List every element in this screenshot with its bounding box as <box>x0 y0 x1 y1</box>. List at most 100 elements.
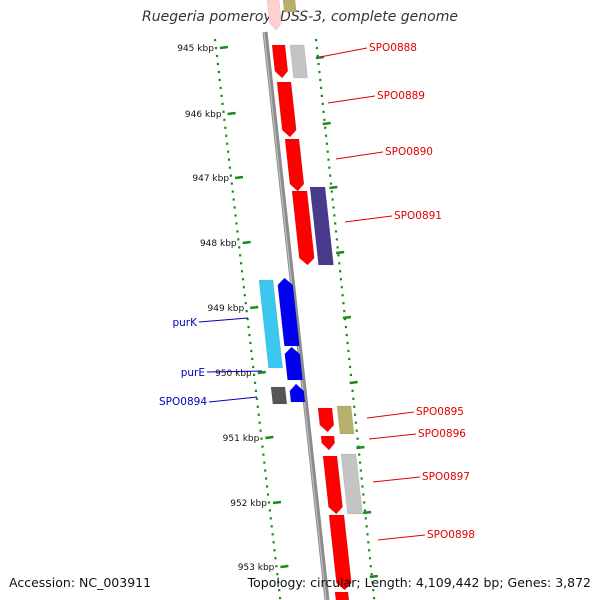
left-tick-dot <box>249 341 252 345</box>
left-tick-dot <box>218 78 221 82</box>
left-tick-dot <box>214 46 218 50</box>
left-tick-dot <box>217 70 220 74</box>
gene-feature-red[interactable] <box>284 138 305 192</box>
left-tick-dot <box>235 222 238 225</box>
left-tick-dot <box>228 166 232 169</box>
gene-feature-olive[interactable] <box>336 405 355 435</box>
gene-label-leader <box>208 396 258 403</box>
left-tick-dot <box>264 469 267 472</box>
kbp-major-tick <box>234 175 244 180</box>
gene-feature-red[interactable] <box>266 0 282 31</box>
left-tick-dot <box>258 421 261 424</box>
gene-feature-blue[interactable] <box>284 346 303 381</box>
kbp-major-tick <box>219 45 229 50</box>
gene-label[interactable]: SPO0889 <box>377 90 425 102</box>
right-tick-dot <box>361 485 364 488</box>
kbp-labels: 945 kbp 946 kbp 947 kbp 948 kbp 949 kbp 950 k… <box>177 44 378 579</box>
gene-labels[interactable]: SPO0888 SPO0889 SPO0890 SPO0891 purK purE SPO0… <box>159 42 475 541</box>
gene-feature-olive[interactable] <box>282 0 297 13</box>
kbp-major-tick <box>242 240 251 245</box>
gene-label-leader <box>206 370 263 373</box>
right-tick-dot <box>322 110 325 113</box>
right-tick-dot <box>346 341 349 345</box>
left-tick-dot <box>250 349 253 353</box>
left-tick-dot <box>253 381 257 384</box>
gene-label[interactable]: SPO0895 <box>416 406 464 418</box>
kbp-major-tick <box>363 510 372 515</box>
right-tick-dot <box>334 222 337 225</box>
left-tick-dot <box>269 517 272 520</box>
right-tick-dot <box>369 565 372 568</box>
right-tick-dot <box>332 206 335 209</box>
left-tick-dot <box>240 262 243 265</box>
gene-feature-red[interactable] <box>271 44 289 79</box>
left-tick-dot <box>216 62 219 66</box>
gene-label[interactable]: SPO0897 <box>422 471 470 483</box>
right-tick-dot <box>371 581 374 584</box>
right-tick-dot <box>317 62 320 66</box>
left-tick-dot <box>236 230 239 233</box>
gene-feature-red[interactable] <box>317 407 335 433</box>
kbp-label: 949 kbp <box>208 304 245 314</box>
topology-text: Topology: circular; Length: 4,109,442 bp… <box>247 575 591 590</box>
right-tick-dot <box>329 182 333 185</box>
kbp-major-tick <box>257 370 266 375</box>
gene-feature-red[interactable] <box>276 81 297 138</box>
right-tick-dot <box>347 349 350 353</box>
gene-feature-red[interactable] <box>328 514 352 591</box>
gene-feature-red[interactable] <box>291 190 315 266</box>
left-tick-dot <box>215 54 219 58</box>
kbp-label: 947 kbp <box>192 174 229 184</box>
right-tick-dot <box>331 198 334 201</box>
gene-label-leader <box>368 433 417 440</box>
gene-label[interactable]: SPO0896 <box>418 428 466 440</box>
right-tick-dot <box>364 517 367 520</box>
kbp-major-tick <box>356 445 365 450</box>
left-tick-dot <box>239 254 242 257</box>
gene-label[interactable]: SPO0898 <box>427 529 475 541</box>
gene-feature-grey[interactable] <box>340 453 363 515</box>
gene-feature-red[interactable] <box>334 591 350 600</box>
left-tick-dot <box>243 294 246 297</box>
gene-label-leader <box>377 534 426 541</box>
left-tick-dot <box>275 565 278 568</box>
right-tick-dot <box>324 126 327 129</box>
left-tick-dot <box>227 158 231 161</box>
left-tick-dot <box>273 549 276 552</box>
gene-feature-navy[interactable] <box>309 186 334 266</box>
gene-label[interactable]: purK <box>172 317 198 329</box>
gene-label[interactable]: purE <box>181 367 205 379</box>
right-tick-dot <box>324 134 328 137</box>
right-tick-dot <box>341 294 344 297</box>
gene-feature-red[interactable] <box>322 455 343 515</box>
left-tick-dot <box>274 557 277 560</box>
gene-label[interactable]: SPO0888 <box>369 42 417 54</box>
gene-label-leader <box>327 95 376 104</box>
kbp-label: 951 kbp <box>223 434 260 444</box>
right-tick-dot <box>339 270 342 273</box>
right-tick-dot <box>334 230 338 233</box>
right-tick-dot <box>318 70 321 74</box>
gene-label[interactable]: SPO0894 <box>159 396 207 408</box>
left-tick-dot <box>267 501 271 504</box>
gene-label[interactable]: SPO0891 <box>394 210 442 222</box>
left-tick-dot <box>278 589 281 592</box>
gene-feature-red[interactable] <box>320 435 336 451</box>
kbp-major-tick <box>342 315 352 320</box>
gene-feature-dark[interactable] <box>270 386 288 405</box>
right-tick-track <box>315 39 376 600</box>
gene-feature-cyan[interactable] <box>258 279 283 369</box>
right-tick-dot <box>333 214 336 217</box>
gene-feature-blue[interactable] <box>277 277 300 347</box>
kbp-major-tick <box>349 380 358 385</box>
left-tick-track <box>214 39 282 600</box>
gene-label[interactable]: SPO0890 <box>385 146 433 158</box>
left-tick-dot <box>245 310 248 313</box>
gene-feature-grey[interactable] <box>289 44 308 79</box>
left-tick-dot <box>221 102 224 105</box>
left-tick-dot <box>277 581 280 584</box>
gene-feature-blue[interactable] <box>289 383 306 403</box>
left-tick-dot <box>214 39 217 42</box>
gene-label-leader <box>366 411 415 419</box>
